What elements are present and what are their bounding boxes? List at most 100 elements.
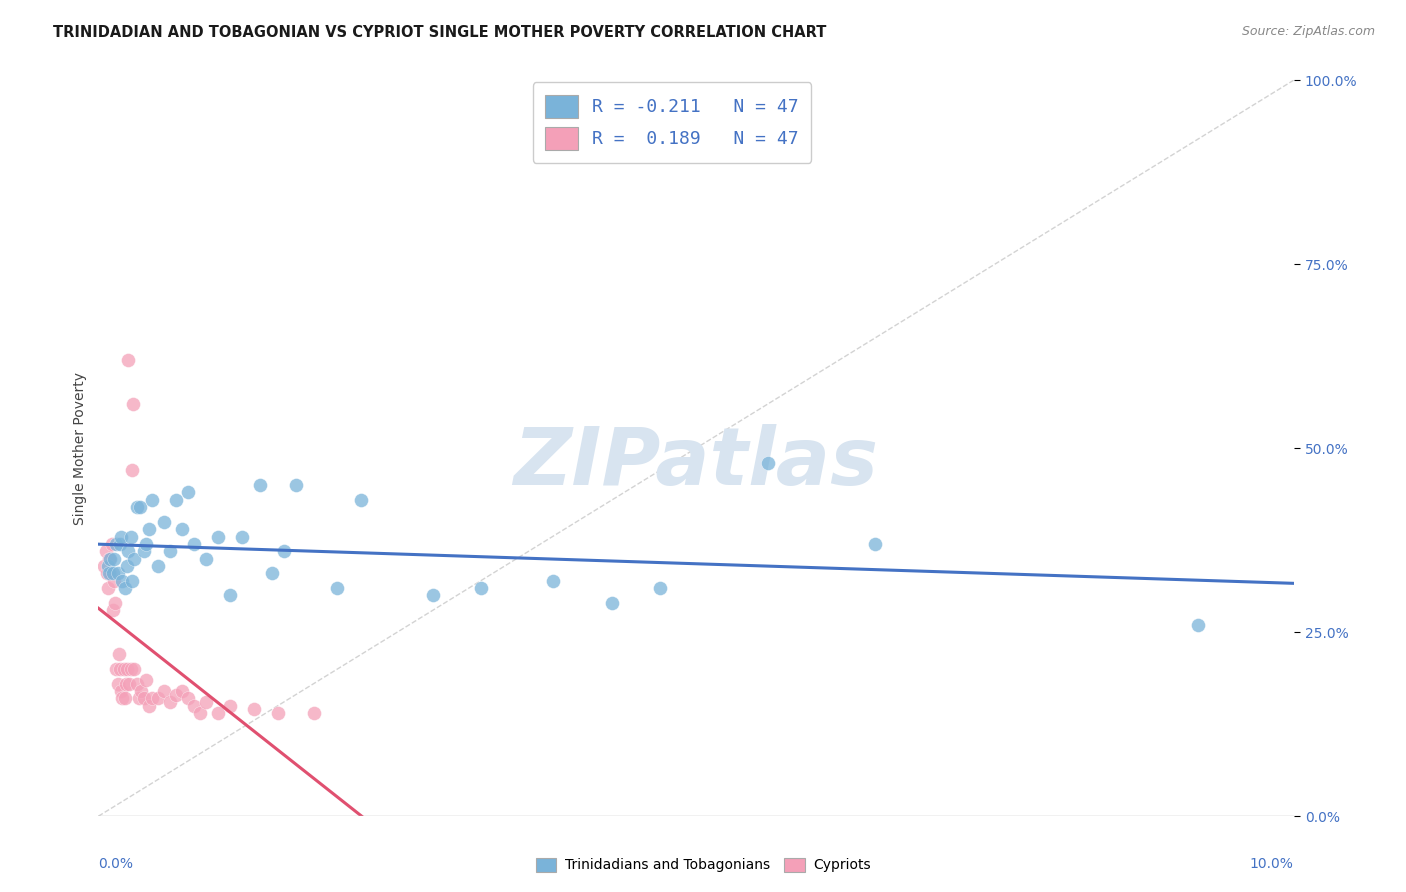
Point <box>138 522 160 536</box>
Point <box>141 492 163 507</box>
Point <box>110 530 132 544</box>
Point <box>108 537 131 551</box>
Y-axis label: Single Mother Poverty: Single Mother Poverty <box>73 372 87 524</box>
Point <box>111 574 134 588</box>
Point <box>132 544 155 558</box>
Point <box>125 500 148 514</box>
Point <box>98 551 121 566</box>
Point <box>124 551 146 566</box>
Point <box>159 544 181 558</box>
Point <box>107 648 129 662</box>
Point <box>121 574 143 588</box>
Point <box>183 537 205 551</box>
Text: 0.0%: 0.0% <box>98 856 134 871</box>
Point <box>120 530 142 544</box>
Text: TRINIDADIAN AND TOBAGONIAN VS CYPRIOT SINGLE MOTHER POVERTY CORRELATION CHART: TRINIDADIAN AND TOBAGONIAN VS CYPRIOT SI… <box>53 25 827 40</box>
Point <box>121 463 143 477</box>
Legend: Trinidadians and Tobagonians, Cypriots: Trinidadians and Tobagonians, Cypriots <box>530 852 876 878</box>
Text: ZIPatlas: ZIPatlas <box>513 424 879 502</box>
Point <box>756 456 779 470</box>
Point <box>128 691 150 706</box>
Point <box>273 544 295 558</box>
Point <box>117 353 139 368</box>
Point <box>165 688 187 702</box>
Point <box>96 566 118 581</box>
Point <box>114 581 136 595</box>
Point <box>118 676 141 690</box>
Point <box>94 544 117 558</box>
Point <box>98 566 121 581</box>
Point <box>302 706 325 721</box>
Point <box>422 589 444 603</box>
Point <box>207 530 229 544</box>
Point <box>153 684 176 698</box>
Point <box>1187 617 1209 632</box>
Point <box>260 566 283 581</box>
Point <box>172 522 194 536</box>
Point <box>159 695 181 709</box>
Point <box>326 581 349 595</box>
Point <box>131 684 153 698</box>
Point <box>172 684 194 698</box>
Point <box>132 691 155 706</box>
Point <box>541 574 564 588</box>
Point <box>138 698 160 713</box>
Point <box>110 684 132 698</box>
Point <box>165 492 187 507</box>
Point <box>101 566 124 581</box>
Point <box>141 691 163 706</box>
Point <box>112 662 135 676</box>
Point <box>183 698 205 713</box>
Point <box>103 574 125 588</box>
Point <box>148 691 170 706</box>
Point <box>249 478 271 492</box>
Point <box>231 530 253 544</box>
Point <box>115 662 138 676</box>
Point <box>120 662 142 676</box>
Point <box>650 581 672 595</box>
Point <box>103 551 125 566</box>
Point <box>148 558 170 574</box>
Point <box>188 706 211 721</box>
Point <box>124 662 146 676</box>
Point <box>177 691 200 706</box>
Point <box>107 676 129 690</box>
Point <box>284 478 307 492</box>
Point <box>97 581 120 595</box>
Point <box>470 581 492 595</box>
Point <box>117 544 139 558</box>
Point <box>219 589 242 603</box>
Point <box>101 603 124 617</box>
Point <box>115 676 138 690</box>
Point <box>98 566 122 581</box>
Point <box>115 558 138 574</box>
Point <box>129 500 152 514</box>
Legend: R = -0.211   N = 47, R =  0.189   N = 47: R = -0.211 N = 47, R = 0.189 N = 47 <box>533 82 811 162</box>
Point <box>107 566 129 581</box>
Point <box>122 397 145 411</box>
Point <box>865 537 887 551</box>
Text: 10.0%: 10.0% <box>1250 856 1294 871</box>
Point <box>93 558 115 574</box>
Point <box>195 551 218 566</box>
Point <box>108 662 131 676</box>
Point <box>207 706 229 721</box>
Point <box>219 698 242 713</box>
Point <box>267 706 290 721</box>
Point <box>135 537 157 551</box>
Point <box>243 702 266 716</box>
Point <box>153 515 176 529</box>
Point <box>350 492 373 507</box>
Point <box>98 551 122 566</box>
Point <box>602 596 624 610</box>
Point <box>114 691 136 706</box>
Point <box>111 691 134 706</box>
Point <box>125 676 148 690</box>
Point <box>97 558 120 574</box>
Point <box>135 673 157 687</box>
Point <box>105 662 128 676</box>
Point <box>105 537 128 551</box>
Point <box>104 596 127 610</box>
Text: Source: ZipAtlas.com: Source: ZipAtlas.com <box>1241 25 1375 38</box>
Point <box>177 485 200 500</box>
